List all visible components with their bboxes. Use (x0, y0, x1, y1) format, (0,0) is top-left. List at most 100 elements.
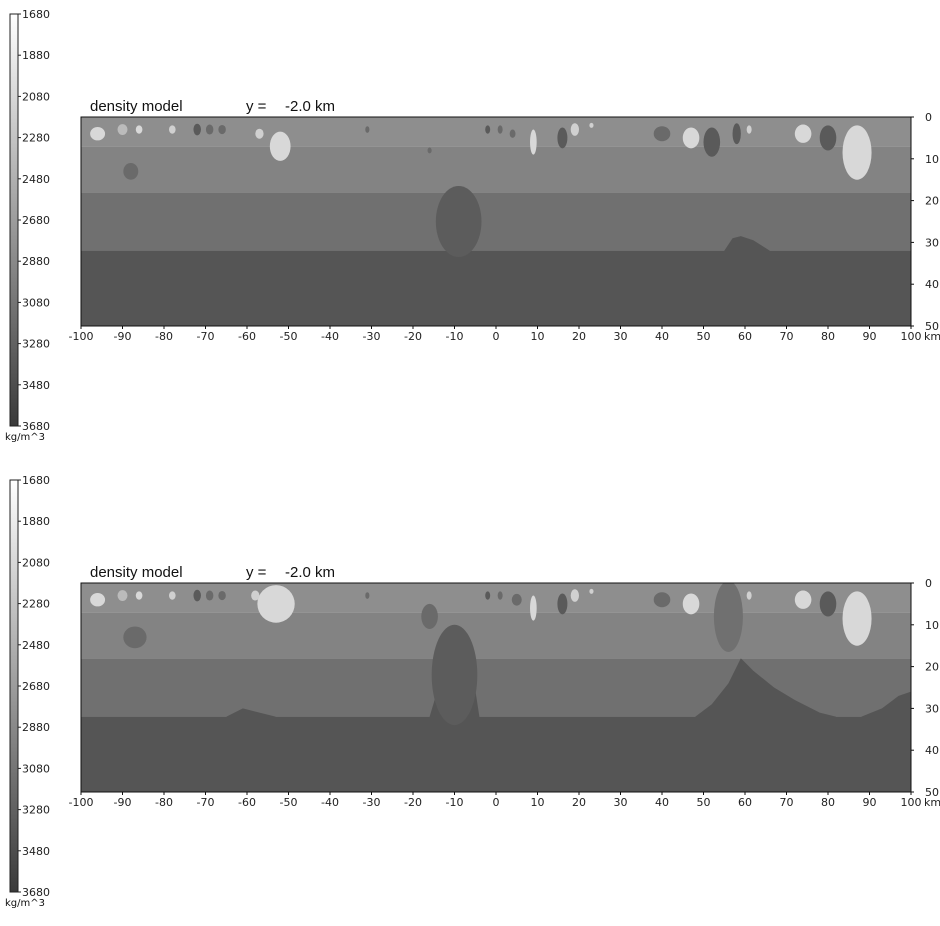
density-anomaly (682, 593, 700, 615)
density-anomaly (218, 590, 226, 601)
density-anomaly (746, 125, 752, 134)
density-anomaly (135, 125, 143, 134)
density-anomaly (570, 589, 579, 602)
density-anomaly (511, 593, 522, 606)
y-tick-label: 50 (925, 786, 939, 799)
density-anomaly (123, 626, 147, 649)
x-tick-label: -50 (280, 796, 298, 809)
density-anomaly (842, 591, 872, 646)
density-anomaly (427, 147, 432, 154)
colorbar-tick-label: 3080 (22, 296, 50, 309)
density-anomaly (732, 123, 741, 145)
x-tick-label: -40 (321, 796, 339, 809)
density-layer (81, 612, 911, 659)
y-tick-label: 30 (925, 702, 939, 715)
density-layer (81, 146, 911, 193)
x-tick-label: -80 (155, 796, 173, 809)
density-anomaly (205, 124, 214, 135)
density-anomaly (497, 125, 503, 134)
density-anomaly (497, 591, 503, 600)
density-anomaly (557, 127, 568, 149)
density-layer (81, 192, 911, 251)
y-tick-label: 40 (925, 744, 939, 757)
x-tick-label: -20 (404, 330, 422, 343)
x-tick-label: -70 (197, 796, 215, 809)
density-anomaly (365, 592, 370, 599)
density-anomaly (557, 593, 568, 615)
y-tick-label: 0 (925, 577, 932, 590)
density-anomaly (218, 124, 226, 135)
colorbar-tick-label: 3080 (22, 762, 50, 775)
slice-value: -2.0 km (285, 98, 335, 115)
density-anomaly (589, 588, 594, 594)
colorbar-tick-label: 2280 (22, 598, 50, 611)
density-anomaly (193, 123, 201, 136)
density-anomaly (269, 131, 291, 161)
x-tick-label: -10 (446, 796, 464, 809)
x-tick-label: 60 (738, 796, 752, 809)
density-anomaly (205, 590, 214, 601)
density-anomaly (530, 595, 537, 621)
density-anomaly (819, 125, 837, 151)
x-tick-label: -30 (363, 796, 381, 809)
x-tick-label: -90 (114, 330, 132, 343)
y-tick-label: 30 (925, 236, 939, 249)
x-unit-label: km (924, 330, 940, 343)
mantle-body (81, 236, 911, 326)
colorbar-tick-label: 2480 (22, 173, 50, 186)
density-anomaly (90, 127, 106, 141)
x-tick-label: -100 (69, 796, 94, 809)
density-section (81, 117, 911, 326)
colorbar-tick-label: 1680 (22, 8, 50, 21)
x-tick-label: -100 (69, 330, 94, 343)
y-tick-label: 10 (925, 619, 939, 632)
x-tick-label: 70 (780, 796, 794, 809)
x-tick-label: 10 (531, 330, 545, 343)
y-tick-label: 0 (925, 111, 932, 124)
colorbar-tick-label: 2080 (22, 90, 50, 103)
colorbar-tick-label: 1880 (22, 49, 50, 62)
slice-label: y = (246, 564, 267, 581)
colorbar-tick-label: 2080 (22, 556, 50, 569)
density-anomaly (168, 125, 176, 134)
x-tick-label: 0 (493, 330, 500, 343)
x-tick-label: -30 (363, 330, 381, 343)
density-anomaly (794, 124, 812, 143)
x-tick-label: -60 (238, 796, 256, 809)
x-tick-label: 100 (901, 796, 922, 809)
density-anomaly (117, 590, 128, 601)
chart-title: density model (90, 98, 183, 115)
x-tick-label: -70 (197, 330, 215, 343)
density-anomaly (682, 127, 700, 149)
chart-title: density model (90, 564, 183, 581)
colorbar-gradient (9, 13, 19, 427)
slice-value: -2.0 km (285, 564, 335, 581)
mantle-body (81, 658, 911, 792)
density-anomaly (90, 593, 106, 607)
density-anomaly (123, 162, 139, 180)
density-section (81, 583, 911, 792)
colorbar-tick-label: 1680 (22, 474, 50, 487)
x-tick-label: 20 (572, 330, 586, 343)
colorbar-tick-label: 2480 (22, 639, 50, 652)
y-tick-label: 20 (925, 195, 939, 208)
colorbar-tick-label: 2880 (22, 255, 50, 268)
density-anomaly (530, 129, 537, 155)
colorbar-tick-label: 2880 (22, 721, 50, 734)
x-tick-label: 40 (655, 330, 669, 343)
density-anomaly (255, 128, 264, 139)
x-tick-label: 30 (614, 796, 628, 809)
colorbar-tick-label: 2680 (22, 214, 50, 227)
colorbar-tick-label: 3280 (22, 804, 50, 817)
colorbar-tick-label: 2680 (22, 680, 50, 693)
x-tick-label: -40 (321, 330, 339, 343)
density-anomaly (819, 591, 837, 617)
density-anomaly (842, 125, 872, 180)
density-anomaly (251, 590, 260, 601)
x-tick-label: -90 (114, 796, 132, 809)
colorbar: 1680 1880 2080 2280 2480 2680 2880 3080 3280 3480… (5, 8, 50, 443)
x-tick-label: -50 (280, 330, 298, 343)
density-anomaly (257, 585, 295, 623)
x-unit-label: km (924, 796, 940, 809)
density-anomaly (713, 583, 743, 652)
